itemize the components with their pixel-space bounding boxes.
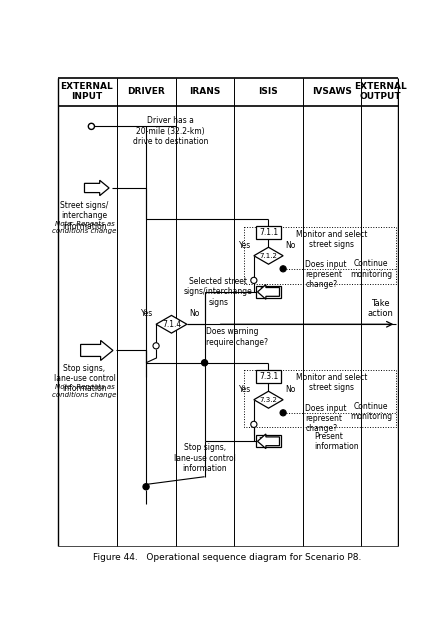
Circle shape [143, 483, 149, 490]
Text: Does input
represent
change?: Does input represent change? [305, 404, 347, 433]
Text: Monitor and select
street signs: Monitor and select street signs [296, 373, 367, 392]
Text: Note: Repeats as
conditions change: Note: Repeats as conditions change [52, 384, 117, 398]
Polygon shape [254, 247, 283, 264]
Circle shape [202, 360, 208, 366]
Text: Selected street
signs/interchange
signs: Selected street signs/interchange signs [184, 277, 253, 307]
Polygon shape [258, 434, 279, 448]
Text: Yes: Yes [239, 241, 251, 250]
Polygon shape [81, 340, 113, 361]
Polygon shape [156, 315, 187, 333]
Text: Stop signs,
lane-use control
information: Stop signs, lane-use control information [174, 443, 235, 473]
Text: 7.1.1: 7.1.1 [259, 228, 278, 237]
Text: Yes: Yes [239, 385, 251, 394]
Text: No: No [285, 385, 296, 394]
Text: Stop signs,
lane-use control
information: Stop signs, lane-use control information [53, 364, 115, 393]
Text: Present
information: Present information [315, 432, 359, 451]
Text: Continue
monitoring: Continue monitoring [350, 401, 392, 421]
Text: EXTERNAL
OUTPUT: EXTERNAL OUTPUT [354, 82, 407, 101]
Bar [256, 370, 281, 383]
Text: Does input
represent
change?: Does input represent change? [305, 259, 347, 289]
Circle shape [153, 343, 159, 349]
Circle shape [280, 410, 286, 416]
Text: 7.3.2: 7.3.2 [259, 397, 277, 403]
Text: Note: Repeats as
conditions change: Note: Repeats as conditions change [52, 221, 117, 234]
Text: Continue
monitoring: Continue monitoring [350, 259, 392, 279]
Polygon shape [254, 391, 283, 408]
Text: 7.3.1: 7.3.1 [259, 372, 278, 381]
Text: DRIVER: DRIVER [127, 87, 165, 96]
Bar [256, 226, 281, 238]
Text: No: No [285, 241, 296, 250]
Text: 7.1.3: 7.1.3 [259, 287, 278, 296]
Text: Monitor and select
street signs: Monitor and select street signs [296, 230, 367, 249]
Bar [256, 435, 281, 448]
Text: Driver has a
20-mile (32.2-km)
drive to destination: Driver has a 20-mile (32.2-km) drive to … [133, 116, 208, 146]
Text: No: No [189, 309, 199, 318]
Circle shape [251, 421, 257, 427]
Text: EXTERNAL
INPUT: EXTERNAL INPUT [61, 82, 113, 101]
Text: Street signs/
interchange
information: Street signs/ interchange information [60, 201, 109, 231]
Polygon shape [85, 180, 109, 196]
Text: Figure 44.   Operational sequence diagram for Scenario P8.: Figure 44. Operational sequence diagram … [93, 553, 362, 562]
Polygon shape [258, 284, 279, 299]
Text: 7.3.3: 7.3.3 [259, 437, 278, 446]
Bar [256, 286, 281, 298]
Text: 7.1.2: 7.1.2 [259, 252, 277, 259]
Text: Does warning
require change?: Does warning require change? [206, 328, 268, 347]
Text: 7.1.4: 7.1.4 [162, 320, 181, 329]
Text: IVSAWS: IVSAWS [312, 87, 352, 96]
Text: IRANS: IRANS [189, 87, 220, 96]
Circle shape [251, 277, 257, 284]
Circle shape [280, 266, 286, 272]
Text: ISIS: ISIS [259, 87, 279, 96]
Text: Take
action: Take action [367, 299, 393, 318]
Circle shape [88, 123, 94, 130]
Text: Yes: Yes [141, 309, 153, 318]
